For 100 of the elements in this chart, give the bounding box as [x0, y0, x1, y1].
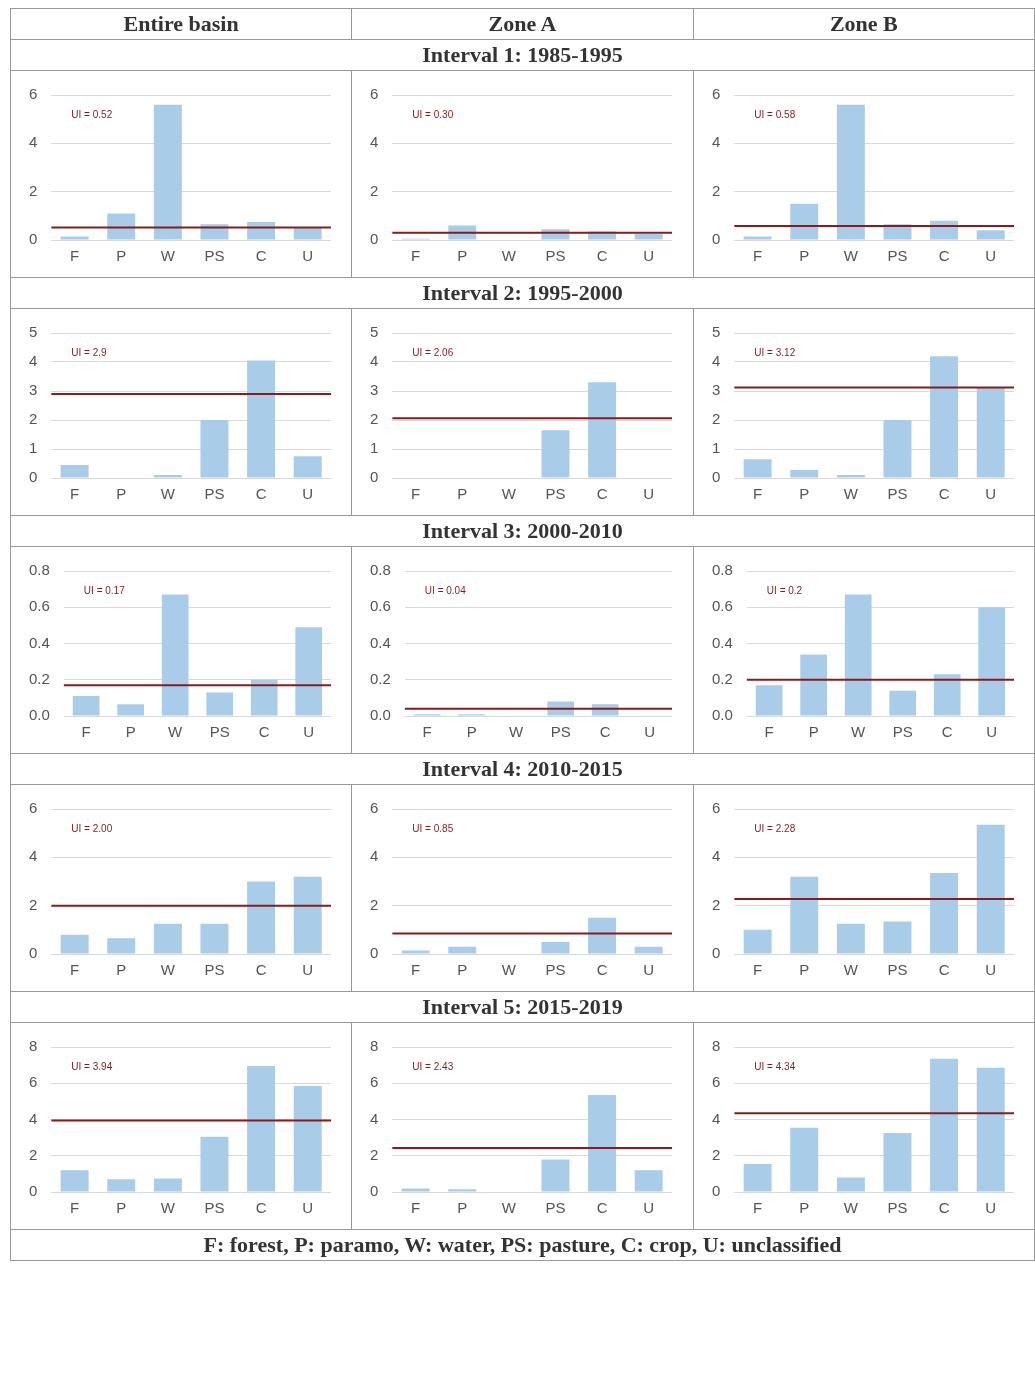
bar [293, 1085, 322, 1192]
bar [200, 1136, 229, 1192]
x-tick-label: F [81, 723, 91, 741]
y-tick-label: 4 [711, 133, 720, 151]
x-tick-label: P [116, 247, 127, 265]
y-tick-label: 6 [711, 85, 720, 103]
y-tick-label: 0.2 [28, 669, 50, 687]
y-tick-label: 0 [711, 944, 720, 962]
x-tick-label: U [984, 485, 996, 503]
bar [107, 938, 136, 954]
ref-line-label: UI = 0.85 [412, 822, 454, 834]
y-tick-label: 0.8 [370, 561, 392, 579]
y-tick-label: 0.4 [711, 633, 733, 651]
text: Interval 5: 2015-2019 [10, 991, 1035, 1023]
bar [250, 679, 278, 716]
y-tick-label: 0 [29, 468, 38, 486]
bar [978, 607, 1005, 716]
bar [836, 923, 865, 954]
text: Entire basin [10, 8, 352, 40]
bar [60, 934, 89, 954]
text: Interval 4: 2010-2015 [10, 753, 1035, 785]
y-tick-label: 3 [711, 381, 720, 399]
x-tick-label: U [644, 723, 656, 741]
bar [883, 921, 912, 954]
x-tick-label: U [643, 485, 655, 503]
text: F: forest, P: paramo, W: water, PS: pasture, C: crop, U: unclassified [10, 1229, 1035, 1261]
x-tick-label: F [411, 961, 421, 979]
y-tick-label: 0.6 [370, 597, 392, 615]
y-tick-label: 1 [370, 439, 379, 457]
y-tick-label: 2 [370, 181, 379, 199]
y-tick-label: 4 [29, 352, 38, 370]
y-tick-label: 2 [370, 895, 379, 913]
y-tick-label: 0.6 [28, 597, 50, 615]
x-tick-label: U [984, 1199, 996, 1217]
bar [588, 917, 617, 954]
x-tick-label: W [168, 723, 184, 741]
text: Interval 3: 2000-2010 [10, 515, 1035, 547]
x-tick-label: U [302, 961, 314, 979]
x-tick-label: PS [545, 485, 566, 503]
x-tick-label: F [752, 961, 762, 979]
bar [743, 236, 772, 240]
x-tick-label: F [752, 247, 762, 265]
x-tick-label: W [509, 723, 525, 741]
x-tick-label: W [843, 961, 859, 979]
x-tick-label: P [457, 1199, 468, 1217]
bar [206, 692, 234, 716]
bar [448, 946, 477, 954]
x-tick-label: F [422, 723, 433, 741]
bar [60, 236, 89, 240]
bar [635, 1170, 664, 1192]
x-tick-label: W [850, 723, 866, 741]
y-tick-label: 3 [29, 381, 38, 399]
ref-line-label: UI = 2.06 [412, 346, 454, 358]
x-tick-label: C [596, 247, 608, 265]
bar [789, 1127, 818, 1192]
y-tick-label: 6 [370, 1073, 379, 1091]
bar [153, 923, 182, 954]
ref-line-label: UI = 4.34 [754, 1060, 796, 1072]
ref-line-label: UI = 0.2 [766, 584, 803, 596]
y-tick-label: 4 [370, 352, 379, 370]
y-tick-label: 0 [370, 944, 379, 962]
bar [976, 388, 1005, 478]
y-tick-label: 2 [711, 181, 720, 199]
y-tick-label: 6 [29, 85, 38, 103]
bar [295, 627, 323, 716]
x-tick-label: F [764, 723, 774, 741]
y-tick-label: 8 [29, 1037, 38, 1055]
bar [107, 1179, 136, 1192]
bar [60, 464, 89, 478]
ref-line-label: UI = 0.04 [425, 584, 467, 596]
x-tick-label: F [411, 247, 421, 265]
x-tick-label: U [984, 961, 996, 979]
y-tick-label: 0.8 [28, 561, 50, 579]
x-tick-label: P [798, 247, 809, 265]
x-tick-label: C [596, 1199, 608, 1217]
text: Interval 1: 1985-1995 [10, 39, 1035, 71]
x-tick-label: PS [545, 1199, 566, 1217]
bar [161, 594, 189, 716]
y-tick-label: 2 [370, 410, 379, 428]
bar [836, 1177, 865, 1192]
x-tick-label: C [255, 961, 267, 979]
x-tick-label: C [255, 1199, 267, 1217]
x-tick-label: W [160, 247, 176, 265]
y-tick-label: 6 [370, 85, 379, 103]
ref-line-label: UI = 0.30 [412, 108, 454, 120]
y-tick-label: 0 [370, 230, 379, 248]
x-tick-label: U [643, 247, 655, 265]
x-tick-label: P [798, 485, 809, 503]
x-tick-label: PS [545, 961, 566, 979]
y-tick-label: 0.0 [711, 706, 733, 724]
x-tick-label: U [303, 723, 315, 741]
x-tick-label: P [457, 961, 468, 979]
y-tick-label: 3 [370, 381, 379, 399]
bar [200, 420, 229, 478]
y-tick-label: 4 [29, 847, 38, 865]
x-tick-label: C [600, 723, 612, 741]
x-tick-label: PS [892, 723, 913, 741]
x-tick-label: PS [204, 961, 225, 979]
y-tick-label: 0 [370, 1182, 379, 1200]
x-tick-label: C [596, 961, 608, 979]
